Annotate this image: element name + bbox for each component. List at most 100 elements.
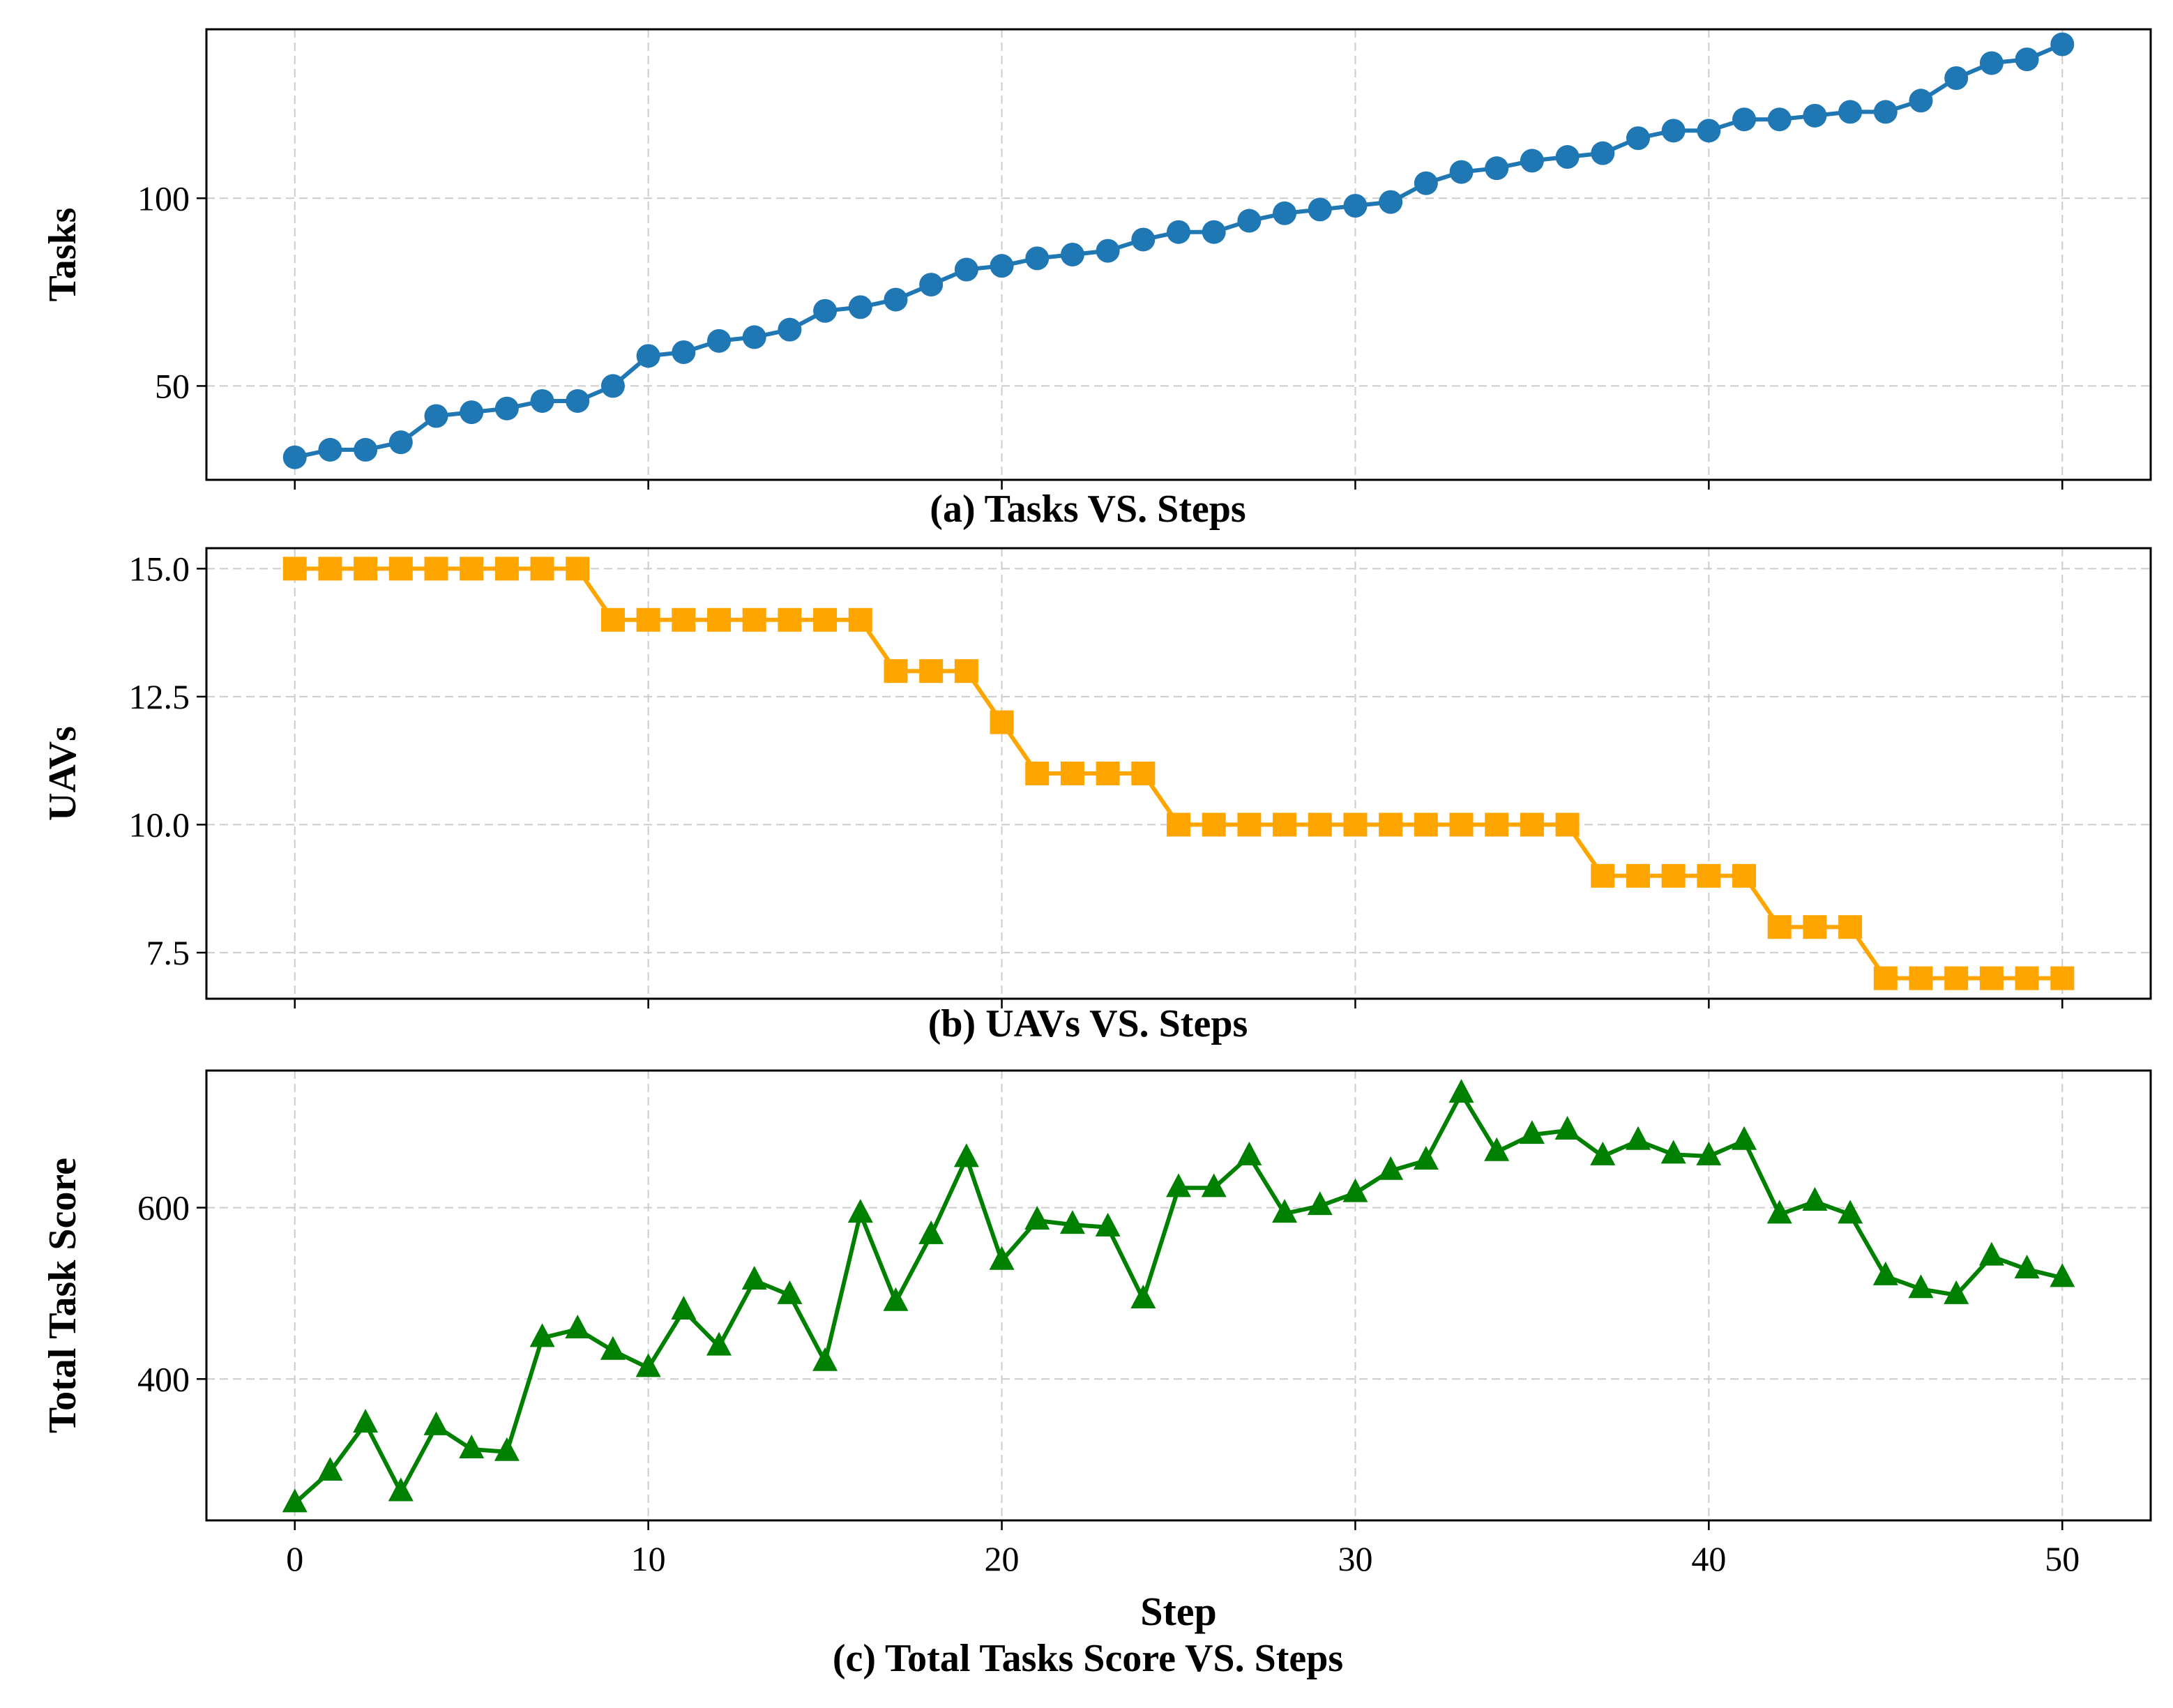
data-point	[1555, 145, 1580, 169]
y-axis-label: UAVs	[41, 726, 84, 821]
data-point	[600, 374, 625, 398]
data-point	[1379, 190, 1403, 214]
data-point	[1201, 1173, 1227, 1197]
data-point	[282, 557, 307, 581]
data-point	[1025, 246, 1050, 271]
data-point	[1873, 100, 1898, 124]
data-point	[1167, 813, 1190, 837]
data-point	[1448, 1079, 1474, 1103]
data-point	[1272, 1199, 1298, 1223]
data-point	[1697, 119, 1721, 143]
x-tick-label: 40	[1691, 1539, 1726, 1578]
y-axis-label: Tasks	[41, 208, 84, 302]
data-point	[1237, 813, 1262, 837]
data-point	[1660, 1140, 1686, 1164]
y-tick-label: 15.0	[129, 549, 190, 588]
data-point	[566, 557, 590, 581]
data-point	[672, 607, 696, 632]
data-point	[707, 328, 732, 353]
data-point	[1236, 1141, 1262, 1165]
data-point	[353, 1409, 379, 1433]
data-point	[1449, 160, 1474, 184]
panel-2: 7.5 10.0 12.5 15.0 UAVs (b) UAVs VS. Steps	[41, 547, 2152, 1045]
data-point	[460, 557, 484, 581]
data-point	[1202, 813, 1226, 837]
data-point	[1025, 762, 1050, 785]
data-point	[424, 557, 448, 581]
data-point	[460, 400, 484, 425]
data-point	[1908, 1274, 1934, 1299]
data-point	[1095, 1212, 1121, 1237]
y-tick-label: 12.5	[129, 677, 190, 716]
y-tick-label: 600	[137, 1188, 190, 1227]
x-tick-label: 50	[2045, 1539, 2080, 1578]
panel-title: (c) Total Tasks Score VS. Steps	[833, 1637, 1343, 1680]
data-point	[953, 1143, 979, 1167]
data-point	[1378, 1156, 1404, 1180]
data-point	[1909, 966, 1933, 990]
data-point	[671, 1296, 697, 1320]
data-point	[1342, 1178, 1368, 1202]
data-point	[847, 1199, 873, 1223]
panel-title: (a) Tasks VS. Steps	[930, 488, 1246, 531]
data-point	[317, 1456, 343, 1481]
plot-frame	[205, 547, 2152, 1000]
data-point	[1591, 141, 1615, 165]
data-point	[1767, 107, 1792, 132]
data-point	[1661, 119, 1686, 143]
data-point	[1485, 813, 1509, 837]
data-point	[1414, 171, 1438, 195]
data-point	[1060, 243, 1084, 266]
data-point	[742, 325, 766, 349]
data-point	[566, 388, 590, 413]
data-point	[529, 1323, 555, 1347]
data-point	[1944, 1280, 1969, 1304]
data-point	[1732, 863, 1757, 888]
data-point	[1838, 1200, 1863, 1224]
data-point	[778, 607, 802, 632]
data-point	[354, 557, 378, 581]
data-point	[1625, 1126, 1651, 1150]
data-point	[423, 1411, 449, 1435]
data-point	[1024, 1206, 1050, 1230]
data-point	[1555, 813, 1580, 837]
data-point	[1060, 762, 1084, 785]
data-point	[1944, 966, 1969, 990]
data-point	[706, 1331, 732, 1356]
data-point	[1485, 156, 1509, 181]
plot-frame	[205, 1069, 2152, 1522]
data-point	[388, 557, 413, 581]
data-point	[1307, 1191, 1333, 1216]
data-point	[1732, 107, 1757, 132]
data-point	[813, 298, 838, 323]
data-point	[318, 557, 342, 581]
y-axis-label: Total Task Score	[41, 1158, 84, 1433]
data-point	[1838, 915, 1863, 939]
data-point	[1978, 1241, 2004, 1266]
data-point	[282, 1488, 308, 1513]
data-point	[530, 388, 554, 413]
data-point	[1413, 1146, 1439, 1170]
data-point	[813, 607, 838, 632]
data-point	[2050, 1263, 2075, 1287]
data-point	[1732, 1126, 1757, 1150]
data-point	[1803, 103, 1827, 128]
data-point	[2050, 32, 2075, 56]
data-point	[778, 317, 802, 342]
data-point	[388, 1477, 414, 1502]
y-tick-label: 50	[155, 366, 190, 405]
data-point	[1767, 915, 1792, 939]
data-point	[989, 1246, 1015, 1270]
data-point	[354, 437, 378, 462]
data-point	[884, 659, 908, 683]
data-point	[777, 1280, 803, 1304]
panel-title: (b) UAVs VS. Steps	[928, 1002, 1248, 1045]
x-tick-label: 20	[985, 1539, 1020, 1578]
data-point	[1379, 813, 1403, 837]
data-point	[565, 1315, 591, 1339]
data-point	[742, 607, 766, 632]
data-point	[1414, 813, 1438, 837]
data-point	[919, 273, 944, 297]
data-point	[1626, 126, 1650, 151]
